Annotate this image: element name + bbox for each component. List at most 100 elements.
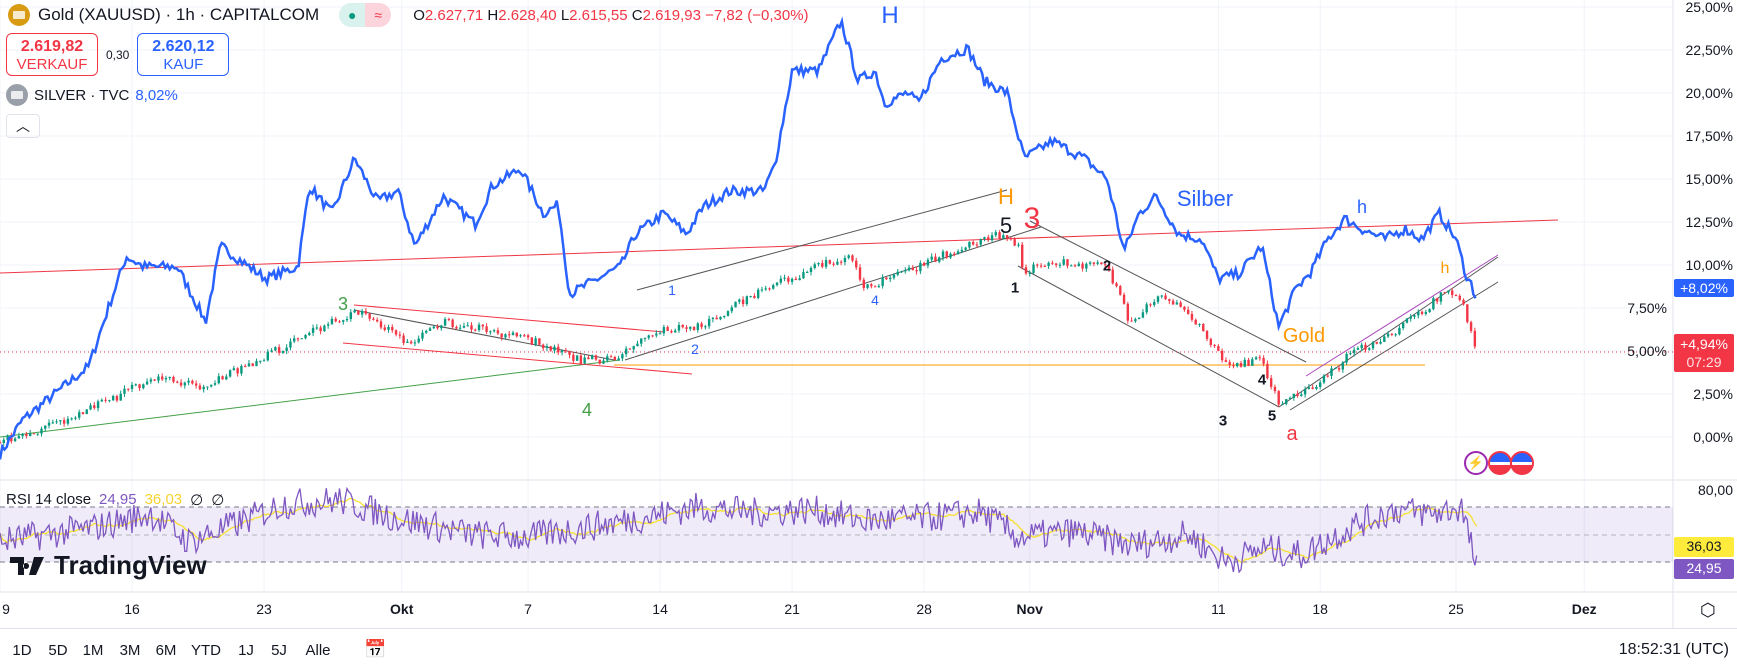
gold-candle-body: [1236, 363, 1239, 367]
tradingview-logo[interactable]: TradingView: [10, 550, 207, 581]
gold-candle-body: [1051, 262, 1054, 264]
label-blue-4[interactable]: 4: [871, 292, 879, 308]
label-blue-2[interactable]: 2: [691, 341, 699, 357]
gold-candle-body: [885, 277, 888, 280]
gold-candle-body: [1081, 263, 1084, 269]
label-gold-H[interactable]: H: [998, 184, 1014, 209]
time-axis-label: Nov: [1016, 601, 1043, 617]
rsi-legend[interactable]: RSI 14 close 24,95 36,03 ∅ ∅: [6, 491, 225, 509]
gold-candle-body: [579, 355, 583, 364]
chevron-up-icon[interactable]: ︿: [6, 114, 40, 138]
gold-candle-body: [194, 383, 198, 386]
label-wave-3[interactable]: 3: [1023, 202, 1041, 235]
gold-candle-body: [342, 320, 345, 322]
chart-canvas[interactable]: [0, 0, 1737, 628]
calendar-icon[interactable]: 📅: [364, 639, 387, 659]
label-silver-H[interactable]: H: [881, 2, 899, 29]
label-green-4[interactable]: 4: [581, 400, 593, 420]
gold-candle-body: [1119, 286, 1122, 295]
gold-candle-body: [1205, 331, 1209, 339]
gold-candle-body: [296, 338, 300, 340]
symbol-title[interactable]: Gold (XAUUSD) · 1h · CAPITALCOM: [38, 5, 320, 24]
label-gold[interactable]: Gold: [1282, 325, 1326, 347]
label-green-3[interactable]: 3: [337, 294, 349, 314]
timeframe-5j[interactable]: 5J: [271, 642, 287, 659]
label-wave-5[interactable]: 5: [999, 213, 1013, 238]
gold-candle-body: [806, 271, 809, 273]
gold-candle-body: [1047, 262, 1050, 267]
timeframe-1m[interactable]: 1M: [82, 642, 104, 659]
time-axis-label: 16: [124, 601, 140, 617]
timeframe-alle[interactable]: Alle: [305, 642, 331, 659]
gold-candle-body: [628, 348, 632, 350]
label-black-3[interactable]: 3: [1218, 412, 1228, 430]
gold-candle-body: [1322, 375, 1326, 383]
gold-candle-body: [1371, 342, 1375, 349]
buy-button[interactable]: 2.620,12 KAUF: [137, 33, 230, 76]
gold-candle-body: [1009, 238, 1013, 240]
timeframe-ytd[interactable]: YTD: [191, 642, 221, 659]
clock[interactable]: 18:52:31 (UTC): [1618, 641, 1729, 658]
gold-candle-body: [949, 253, 952, 258]
gold-candle-body: [70, 418, 73, 420]
market-status[interactable]: ● ≈: [339, 3, 392, 27]
gold-candle-body: [74, 417, 77, 419]
gold-candle-body: [677, 324, 681, 331]
gold-candle-body: [987, 237, 990, 241]
gold-candle-body: [877, 285, 881, 287]
gold-candle-body: [662, 327, 666, 334]
gold-candle-body: [922, 262, 926, 266]
timeframe-5d[interactable]: 5D: [48, 642, 68, 659]
label-black-2[interactable]: 2: [1102, 257, 1112, 275]
gold-candle-body: [413, 342, 417, 344]
gold-candle-body: [406, 341, 409, 343]
gold-candle-body: [1281, 403, 1284, 405]
label-black-4[interactable]: 4: [1257, 371, 1267, 389]
settings-icon[interactable]: ⬡: [1700, 600, 1716, 620]
timeframe-1d[interactable]: 1D: [12, 642, 32, 659]
gold-candle-body: [515, 332, 518, 337]
label-black-5[interactable]: 5: [1267, 407, 1277, 425]
label-blue-1[interactable]: 1: [668, 282, 676, 298]
gold-candle-body: [598, 359, 601, 364]
gold-candle-body: [1013, 239, 1016, 246]
label-gold-h[interactable]: h: [1440, 260, 1450, 277]
gold-candle-body: [1424, 311, 1428, 314]
gold-candle-body: [692, 326, 696, 330]
gold-candle-body: [828, 260, 832, 264]
gold-candle-body: [1334, 368, 1337, 370]
rsi-line: [0, 486, 1478, 574]
label-a[interactable]: a: [1286, 423, 1298, 445]
label-silber[interactable]: Silber: [1176, 186, 1234, 211]
gold-candle-body: [300, 338, 303, 340]
gold-candle-body: [289, 341, 292, 348]
label-black-1[interactable]: 1: [1010, 279, 1020, 297]
gold-candle-body: [243, 365, 247, 367]
compare-legend[interactable]: SILVER · TVC 8,02%: [6, 84, 178, 106]
gold-candle-body: [247, 363, 251, 367]
us-flag-event-icon[interactable]: [1488, 451, 1512, 475]
timeframe-3m[interactable]: 3M: [119, 642, 141, 659]
gold-candle-body: [519, 335, 522, 337]
gold-candle-body: [326, 324, 330, 326]
timeframe-6m[interactable]: 6M: [155, 642, 177, 659]
timeframe-1j[interactable]: 1J: [238, 642, 254, 659]
gold-candle-body: [123, 388, 126, 394]
gold-candle-body: [1473, 330, 1477, 347]
gold-candle-body: [62, 420, 66, 424]
gold-candle-body: [855, 260, 858, 268]
sell-button[interactable]: 2.619,82 VERKAUF: [6, 33, 98, 76]
gold-candle-body: [530, 337, 534, 345]
symbol-header[interactable]: Gold (XAUUSD) · 1h · CAPITALCOM ● ≈ O2.62…: [8, 3, 809, 27]
gold-candle-body: [1247, 359, 1250, 366]
gold-candle-body: [756, 289, 760, 298]
gold-candle-body: [1036, 264, 1039, 266]
gold-candle-body: [734, 301, 737, 308]
market-open-icon: ●: [339, 3, 366, 27]
label-silver-h[interactable]: h: [1356, 197, 1368, 217]
gold-candle-body: [673, 330, 677, 333]
event-lightning-icon[interactable]: ⚡: [1464, 451, 1488, 475]
gold-candle-body: [32, 433, 36, 435]
us-flag-event-icon[interactable]: [1510, 451, 1534, 475]
gold-candle-body: [1153, 301, 1156, 305]
